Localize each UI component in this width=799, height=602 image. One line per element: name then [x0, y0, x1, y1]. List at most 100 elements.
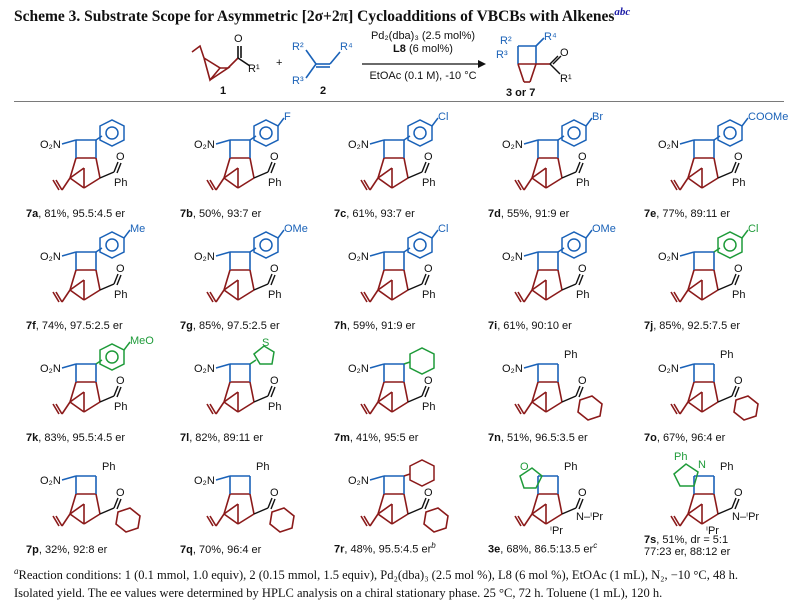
nitro-label: O₂N — [658, 363, 679, 375]
entry-result: , 61%, 93:7 er — [346, 208, 415, 220]
entry-result: , 68%, 86.5:13.5 er — [500, 544, 594, 556]
amide-ipr-label: –ⁱPr — [584, 511, 603, 523]
entry-7p: O O₂N Ph 7p, 32%, 92:8 er — [18, 446, 163, 558]
amide-ipr-label: –ⁱPr — [740, 511, 759, 523]
product-o-label: O — [560, 47, 569, 59]
carbonyl-oxygen-label: O — [578, 263, 587, 275]
entry-id: 3e — [488, 544, 501, 556]
entry-7s: O N –ⁱPr ⁱPr Ph N Ph 7s, 51%, dr = 5:1 77:23 er,… — [636, 446, 781, 558]
entry-caption: 7q, 70%, 96:4 er — [180, 544, 261, 556]
structure-7e: O Ph O₂N COOMe — [658, 111, 788, 191]
structure-7m: O Ph O₂N — [348, 347, 435, 415]
carbonyl-oxygen-label: O — [734, 263, 743, 275]
entry-result: , 81%, 95.5:4.5 er — [38, 208, 126, 220]
upper-phenyl-label: Ph — [720, 461, 733, 473]
entry-id: 7j — [644, 320, 654, 332]
entry-7m: O Ph O₂N 7m, 41%, 95:5 er — [326, 334, 471, 446]
entry-caption: 7f, 74%, 97.5:2.5 er — [26, 320, 123, 332]
nitro-label: O₂N — [40, 251, 61, 263]
aryl-substituent-label: OMe — [284, 223, 308, 235]
entry-result: , 41%, 95:5 er — [349, 432, 419, 444]
entry-7q: O O₂N Ph 7q, 70%, 96:4 er — [172, 446, 317, 558]
entry-caption: 7k, 83%, 95.5:4.5 er — [26, 432, 125, 444]
carbonyl-oxygen-label: O — [578, 487, 587, 499]
structure-7a: O Ph O₂N — [40, 119, 127, 191]
aryl-substituent-label: F — [284, 111, 291, 123]
entry-7r: O O₂N 7r, 48%, 95.5:4.5 erb — [326, 446, 471, 558]
entry-result: , 48%, 95.5:4.5 er — [344, 544, 432, 556]
compound-2-number: 2 — [320, 85, 326, 97]
entry-id: 7s — [644, 534, 657, 546]
oxazolone-phenyl-label: Ph — [674, 451, 687, 463]
r3-label: R³ — [292, 75, 304, 87]
nitro-label: O₂N — [348, 251, 369, 263]
entry-caption: 7h, 59%, 91:9 er — [334, 320, 415, 332]
entry-id: 7f — [26, 320, 36, 332]
entry-caption: 7g, 85%, 97.5:2.5 er — [180, 320, 280, 332]
entry-result: , 32%, 92:8 er — [38, 544, 108, 556]
entry-id: 7a — [26, 208, 39, 220]
ligand-amount: (6 mol%) — [405, 43, 453, 55]
structure-7h: O Ph O₂N Cl — [348, 223, 448, 303]
entry-caption: 7e, 77%, 89:11 er — [644, 208, 730, 220]
phenyl-ketone-label: Ph — [576, 177, 589, 189]
entry-7g: O Ph O₂N OMe 7g, 85%, 97.5:2.5 er — [172, 222, 317, 334]
entry-7h: O Ph O₂N Cl 7h, 59%, 91:9 er — [326, 222, 471, 334]
carbonyl-oxygen-label: O — [424, 151, 433, 163]
footnotes: aReaction conditions: 1 (0.1 mmol, 1.0 e… — [14, 562, 794, 602]
nitro-label: O₂N — [40, 475, 61, 487]
aryl-substituent-label: Cl — [438, 223, 448, 235]
nitro-label: O₂N — [40, 139, 61, 151]
entry-id: 7r — [334, 544, 345, 556]
nitro-label: O₂N — [40, 363, 61, 375]
entry-caption: 7b, 50%, 93:7 er — [180, 208, 261, 220]
entry-7k: O Ph O₂N MeO 7k, 83%, 95.5:4.5 er — [18, 334, 163, 446]
entry-result: , 61%, 90:10 er — [497, 320, 572, 332]
amide-ipr-label-2: ⁱPr — [706, 525, 719, 537]
carbonyl-oxygen-label: O — [578, 151, 587, 163]
entry-caption: 7a, 81%, 95.5:4.5 er — [26, 208, 125, 220]
plus-sign: + — [276, 57, 282, 69]
aryl-substituent-label: Br — [592, 111, 603, 123]
reaction-arrowhead — [478, 60, 486, 68]
product-r2-label: R² — [500, 35, 512, 47]
r4-label: R⁴ — [340, 41, 353, 53]
structure-7j: O Ph O₂N Cl — [658, 223, 758, 303]
entry-caption: 7n, 51%, 96.5:3.5 er — [488, 432, 588, 444]
product-core — [517, 63, 550, 83]
entry-7b: O Ph O₂N F 7b, 50%, 93:7 er — [172, 110, 317, 222]
entry-footnote-mark: b — [431, 541, 436, 551]
solvent-condition: EtOAc (0.1 M), -10 °C — [369, 70, 477, 82]
entry-result: , 55%, 91:9 er — [500, 208, 570, 220]
oxazolone-nitrogen-label: N — [698, 459, 706, 471]
nitro-label: O₂N — [194, 139, 215, 151]
upper-phenyl-label: Ph — [564, 349, 577, 361]
entry-caption: 7j, 85%, 92.5:7.5 er — [644, 320, 740, 332]
entry-id: 7c — [334, 208, 347, 220]
entry-7a: O Ph O₂N 7a, 81%, 95.5:4.5 er — [18, 110, 163, 222]
nitro-label: O₂N — [502, 251, 523, 263]
aryl-substituent-label: Cl — [438, 111, 448, 123]
carbonyl-oxygen-label: O — [734, 151, 743, 163]
carbonyl-oxygen-label: O — [116, 263, 125, 275]
structure-7c: O Ph O₂N Cl — [348, 111, 448, 191]
phenyl-ketone-label: Ph — [114, 177, 127, 189]
nitro-label: O₂N — [194, 363, 215, 375]
structure-7d: O Ph O₂N Br — [502, 111, 603, 191]
nitro-label: O₂N — [348, 363, 369, 375]
aryl-substituent-label: OMe — [592, 223, 616, 235]
entry-caption: 7i, 61%, 90:10 er — [488, 320, 572, 332]
ligand-condition: L8 (6 mol%) — [358, 43, 488, 55]
entry-7o: O O₂N Ph 7o, 67%, 96:4 er — [636, 334, 781, 446]
upper-phenyl-label: Ph — [720, 349, 733, 361]
entry-result: , 82%, 89:11 er — [189, 432, 263, 444]
entry-id: 7q — [180, 544, 193, 556]
entry-result: , 59%, 91:9 er — [346, 320, 416, 332]
phenyl-ketone-label: Ph — [732, 289, 745, 301]
structure-7r: O O₂N — [348, 459, 449, 533]
entry-id: 7k — [26, 432, 39, 444]
phenyl-ketone-label: Ph — [114, 289, 127, 301]
nitro-label: O₂N — [658, 251, 679, 263]
entry-result: , 51%, 96.5:3.5 er — [500, 432, 588, 444]
